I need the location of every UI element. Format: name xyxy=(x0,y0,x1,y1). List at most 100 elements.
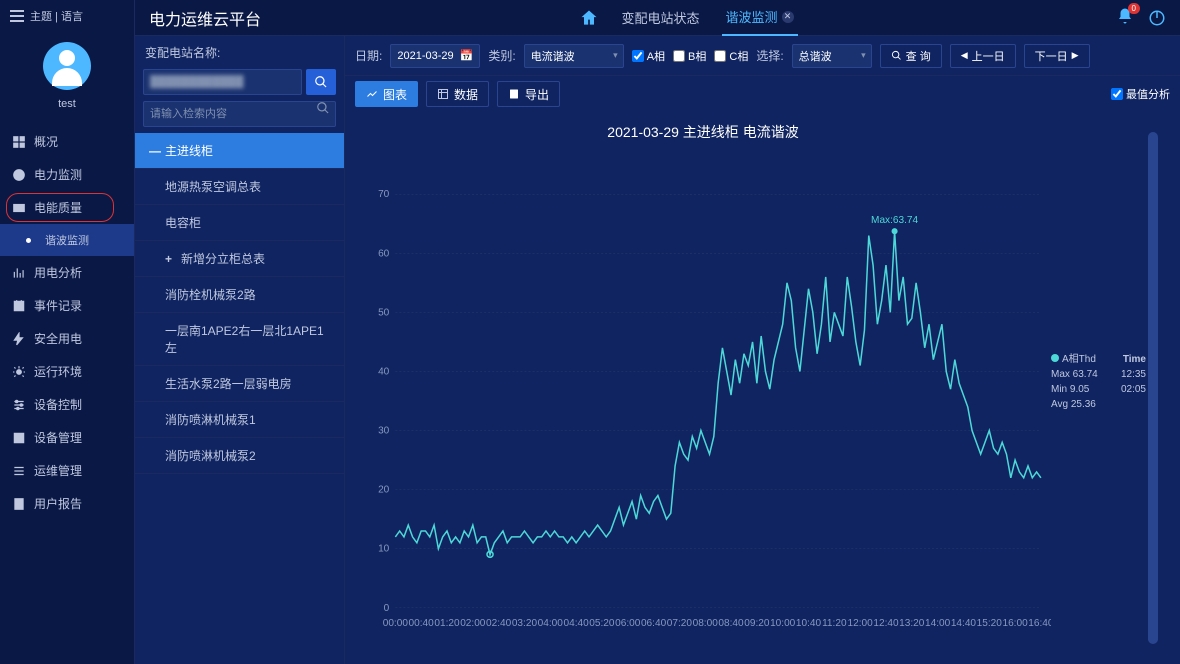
svg-text:10:00: 10:00 xyxy=(770,618,796,629)
next-day-button[interactable]: 下一日▶ xyxy=(1024,44,1090,68)
nav-item-monitor[interactable]: 电力监测 xyxy=(0,158,134,191)
nav-item-control[interactable]: 设备控制 xyxy=(0,388,134,421)
svg-text:15:20: 15:20 xyxy=(977,618,1003,629)
filter-bar: 日期: 2021-03-29📅 类别: 电流谐波 A相 B相 C相 选择: 总谐… xyxy=(345,36,1180,76)
nav-item-event[interactable]: 事件记录 xyxy=(0,289,134,322)
select-label: 选择: xyxy=(756,47,783,64)
header: 电力运维云平台 变配电站状态 谐波监测 ✕ 0 xyxy=(135,0,1180,36)
nav-item-device[interactable]: 设备管理 xyxy=(0,421,134,454)
station-dropdown[interactable]: ████████████ xyxy=(143,69,302,95)
svg-text:11:20: 11:20 xyxy=(822,618,847,629)
type-label: 类别: xyxy=(488,47,515,64)
svg-text:08:00: 08:00 xyxy=(693,618,719,629)
power-icon[interactable] xyxy=(1148,9,1166,27)
phase-b-checkbox[interactable]: B相 xyxy=(673,48,706,64)
svg-text:14:00: 14:00 xyxy=(925,618,951,629)
svg-text:01:20: 01:20 xyxy=(434,618,460,629)
date-label: 日期: xyxy=(355,47,382,64)
svg-text:00:40: 00:40 xyxy=(409,618,435,629)
svg-text:40: 40 xyxy=(378,366,390,377)
svg-text:12:40: 12:40 xyxy=(873,618,899,629)
chart-area: 日期: 2021-03-29📅 类别: 电流谐波 A相 B相 C相 选择: 总谐… xyxy=(345,36,1180,664)
svg-text:04:40: 04:40 xyxy=(563,618,589,629)
type-select[interactable]: 电流谐波 xyxy=(524,44,624,68)
tree-item[interactable]: 一层南1APE2右一层北1APE1左 xyxy=(135,313,344,366)
device-panel: 变配电站名称: ████████████ —主进线柜地源热泵空调总表电容柜+新增… xyxy=(135,36,345,664)
svg-text:16:00: 16:00 xyxy=(1002,618,1028,629)
nav-item-env[interactable]: 运行环境 xyxy=(0,355,134,388)
tab-substation-status[interactable]: 变配电站状态 xyxy=(617,0,703,35)
bell-icon[interactable]: 0 xyxy=(1116,7,1134,28)
avatar[interactable] xyxy=(43,42,91,90)
nav-item-quality[interactable]: 电能质量 xyxy=(0,191,134,224)
app-title: 电力运维云平台 xyxy=(149,6,261,30)
tool-bar: 图表 数据 导出 最值分析 xyxy=(345,76,1180,112)
nav-item-report[interactable]: 用户报告 xyxy=(0,487,134,520)
nav-item-overview[interactable]: 概况 xyxy=(0,125,134,158)
svg-text:13:20: 13:20 xyxy=(899,618,925,629)
svg-text:0: 0 xyxy=(384,603,390,614)
download-icon[interactable] xyxy=(1033,130,1047,144)
tree-item[interactable]: 消防栓机械泵2路 xyxy=(135,277,344,313)
theme-lang-label[interactable]: 主题 | 语言 xyxy=(30,8,83,24)
svg-text:03:20: 03:20 xyxy=(512,618,538,629)
home-icon[interactable] xyxy=(579,8,599,28)
svg-text:04:00: 04:00 xyxy=(538,618,564,629)
svg-text:06:40: 06:40 xyxy=(641,618,667,629)
phase-a-checkbox[interactable]: A相 xyxy=(632,48,665,64)
svg-text:08:40: 08:40 xyxy=(718,618,744,629)
data-tab-button[interactable]: 数据 xyxy=(426,81,489,107)
prev-day-button[interactable]: ◀上一日 xyxy=(950,44,1016,68)
tree-item[interactable]: 电容柜 xyxy=(135,205,344,241)
query-button[interactable]: 查 询 xyxy=(880,44,942,68)
tree-item[interactable]: 消防喷淋机械泵2 xyxy=(135,438,344,474)
svg-text:07:20: 07:20 xyxy=(667,618,693,629)
station-label: 变配电站名称: xyxy=(135,36,344,69)
svg-text:09:20: 09:20 xyxy=(744,618,770,629)
left-sidebar: 主题 | 语言 test 概况电力监测电能质量谐波监测用电分析事件记录安全用电运… xyxy=(0,0,135,664)
tree-item[interactable]: —主进线柜 xyxy=(135,133,344,169)
svg-text:05:20: 05:20 xyxy=(589,618,615,629)
svg-text:00:00: 00:00 xyxy=(383,618,409,629)
chart-tab-button[interactable]: 图表 xyxy=(355,81,418,107)
date-input[interactable]: 2021-03-29📅 xyxy=(390,44,480,68)
svg-text:14:40: 14:40 xyxy=(951,618,977,629)
tree-item[interactable]: 消防喷淋机械泵1 xyxy=(135,402,344,438)
harmonic-select[interactable]: 总谐波 xyxy=(792,44,872,68)
nav-item-safety[interactable]: 安全用电 xyxy=(0,322,134,355)
tree-item[interactable]: 地源热泵空调总表 xyxy=(135,169,344,205)
nav-item-analysis[interactable]: 用电分析 xyxy=(0,256,134,289)
svg-text:02:40: 02:40 xyxy=(486,618,512,629)
svg-text:50: 50 xyxy=(378,307,390,318)
username: test xyxy=(58,98,76,110)
svg-text:70: 70 xyxy=(378,189,390,200)
tree-item[interactable]: +新增分立柜总表 xyxy=(135,241,344,277)
max-analysis-checkbox[interactable]: 最值分析 xyxy=(1111,86,1170,102)
vertical-scrollbar[interactable] xyxy=(1148,132,1158,644)
chart-title: 2021-03-29 主进线柜 电流谐波 xyxy=(355,122,1051,142)
export-button[interactable]: 导出 xyxy=(497,81,560,107)
notification-badge: 0 xyxy=(1128,3,1140,14)
svg-text:20: 20 xyxy=(378,485,390,496)
svg-text:10:40: 10:40 xyxy=(796,618,822,629)
svg-text:16:40: 16:40 xyxy=(1028,618,1051,629)
svg-text:30: 30 xyxy=(378,426,390,437)
svg-text:06:00: 06:00 xyxy=(615,618,641,629)
phase-c-checkbox[interactable]: C相 xyxy=(714,48,748,64)
svg-text:60: 60 xyxy=(378,248,390,259)
nav-item-sub[interactable]: 谐波监测 xyxy=(0,224,134,256)
search-icon xyxy=(316,101,330,115)
svg-text:12:00: 12:00 xyxy=(848,618,874,629)
svg-text:02:00: 02:00 xyxy=(460,618,486,629)
tree-item[interactable]: 生活水泵2路一层弱电房 xyxy=(135,366,344,402)
close-icon[interactable]: ✕ xyxy=(782,11,794,23)
hamburger-icon[interactable] xyxy=(10,10,24,22)
svg-text:10: 10 xyxy=(378,544,390,555)
tree-search-input[interactable] xyxy=(143,101,336,127)
tab-harmonic-monitor[interactable]: 谐波监测 ✕ xyxy=(722,0,798,36)
line-chart: 0 10 20 30 40 50 60 70 00:0000:4001:2002:0002:40… xyxy=(355,148,1051,654)
station-search-button[interactable] xyxy=(306,69,336,95)
chart-legend: A相ThdTime Max 63.7412:35 Min 9.0502:05 A… xyxy=(1051,122,1146,654)
svg-text:Max:63.74: Max:63.74 xyxy=(871,215,918,226)
nav-item-ops[interactable]: 运维管理 xyxy=(0,454,134,487)
